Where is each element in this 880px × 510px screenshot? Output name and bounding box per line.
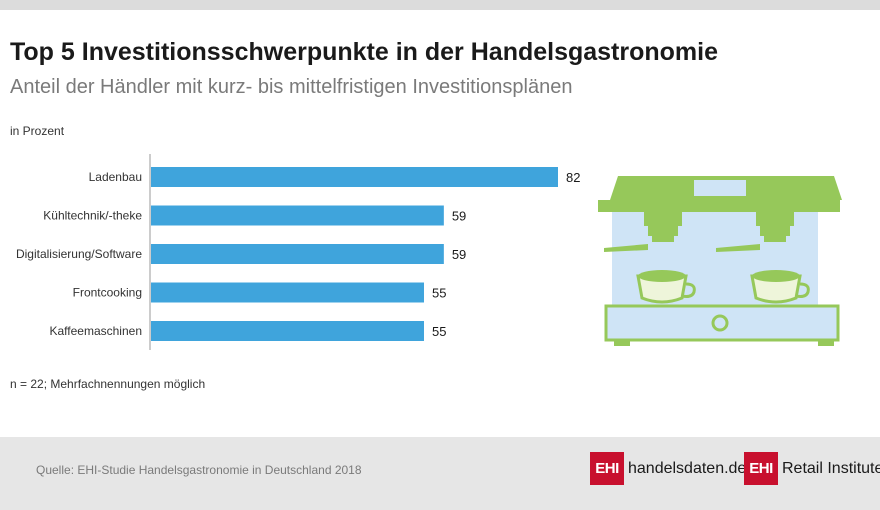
retail-institute-text: Retail Institute (782, 459, 880, 477)
category-label: Frontcooking (73, 286, 142, 300)
coffee-machine-icon (598, 176, 842, 346)
ehi-retail-institute-logo[interactable]: EHI Retail Institute® (744, 452, 880, 485)
handelsdaten-logo[interactable]: EHI handelsdaten.de (590, 452, 746, 485)
value-label: 55 (432, 286, 446, 301)
bar-4 (151, 321, 424, 341)
value-label: 55 (432, 324, 446, 339)
bar-0 (151, 167, 558, 187)
bar-chart: Ladenbau 82 Kühltechnik/-theke 59 Digitalisi… (16, 154, 580, 350)
category-label: Kaffeemaschinen (49, 324, 142, 338)
unit-label: in Prozent (10, 124, 65, 138)
bar-3 (151, 282, 424, 303)
retail-institute-wordmark: Retail Institute® (782, 460, 880, 478)
ehi-mark: EHI (744, 452, 778, 485)
category-label: Digitalisierung/Software (16, 247, 142, 261)
top-bar (0, 0, 880, 10)
bar-2 (151, 244, 444, 264)
value-label: 59 (452, 247, 466, 262)
category-label: Kühltechnik/-theke (43, 209, 142, 223)
handelsdaten-wordmark: handelsdaten.de (628, 459, 747, 477)
chart-title: Top 5 Investitionsschwerpunkte in der Ha… (10, 38, 719, 66)
category-label: Ladenbau (89, 170, 142, 184)
bar-1 (151, 205, 444, 226)
source-note: Quelle: EHI-Studie Handelsgastronomie in… (36, 463, 362, 477)
footer-bar (0, 437, 880, 510)
chart-subtitle: Anteil der Händler mit kurz- bis mittelf… (10, 76, 573, 98)
ehi-mark: EHI (590, 452, 624, 485)
value-label: 82 (566, 170, 580, 185)
value-label: 59 (452, 209, 466, 224)
sample-note: n = 22; Mehrfachnennungen möglich (10, 377, 206, 391)
